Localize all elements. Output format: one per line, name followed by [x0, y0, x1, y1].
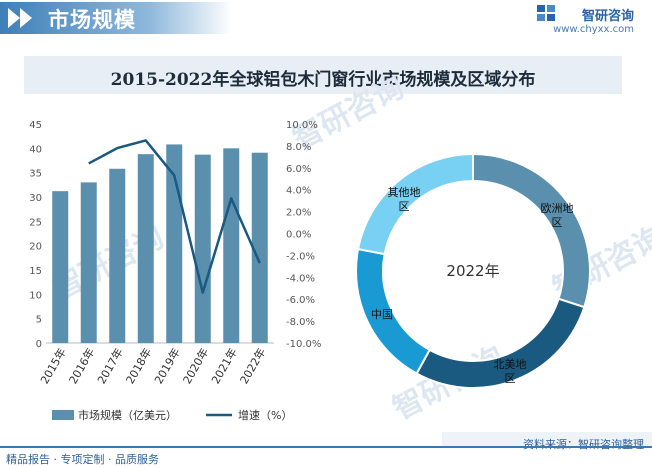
- right-axis-tick: -8.0%: [286, 317, 315, 328]
- x-axis-tick: 2016年: [66, 346, 98, 387]
- x-axis-tick: 2019年: [151, 346, 183, 387]
- bar: [52, 191, 69, 343]
- bar: [137, 154, 154, 343]
- brand-name: 智研咨询: [581, 9, 634, 24]
- x-axis-tick: 2017年: [94, 346, 126, 387]
- right-axis-tick: 6.0%: [286, 164, 311, 175]
- header-accent: [0, 2, 232, 34]
- bar: [251, 152, 268, 343]
- chevron-icon: [20, 8, 32, 28]
- donut-slice: [415, 297, 586, 389]
- donut-center-label: 2022年: [446, 262, 499, 280]
- left-axis-tick: 15: [29, 266, 42, 277]
- donut-slice: [472, 152, 591, 309]
- bar: [194, 154, 211, 343]
- right-axis-tick: -2.0%: [286, 251, 315, 262]
- donut-slice-label: 欧洲地区: [541, 202, 574, 229]
- chart-title-box: 2015-2022年全球铝包木门窗行业市场规模及区域分布: [24, 56, 622, 94]
- legend-bar-label: 市场规模（亿美元）: [78, 408, 177, 422]
- right-axis-tick: 0.0%: [286, 230, 311, 241]
- chevron-icon: [8, 8, 20, 28]
- brand-logo-icon: [537, 5, 555, 21]
- left-axis-tick: 20: [29, 242, 42, 253]
- growth-line: [88, 139, 261, 294]
- source-note: 资料来源：智研咨询整理: [523, 438, 644, 451]
- donut-slice-label: 中国: [371, 308, 393, 321]
- right-axis-tick: -4.0%: [286, 273, 315, 284]
- bar: [223, 148, 240, 343]
- right-axis-tick: -6.0%: [286, 295, 315, 306]
- left-axis-tick: 0: [36, 339, 42, 350]
- left-axis-tick: 10: [29, 290, 42, 301]
- x-axis-tick: 2021年: [208, 346, 240, 387]
- legend-line-label: 增速（%）: [238, 408, 292, 422]
- source-band: [442, 432, 652, 446]
- right-axis-tick: 2.0%: [286, 208, 311, 219]
- left-axis-tick: 30: [29, 193, 42, 204]
- donut-slice-label: 北美地区: [494, 358, 527, 385]
- bar: [109, 168, 126, 343]
- x-axis-tick: 2020年: [180, 346, 212, 387]
- right-axis-tick: 4.0%: [286, 186, 311, 197]
- footer-slogan: 精品报告 · 专项定制 · 品质服务: [6, 453, 159, 466]
- bar: [80, 182, 97, 343]
- footer-divider: [0, 446, 652, 448]
- left-axis-tick: 5: [36, 315, 42, 326]
- left-axis-tick: 25: [29, 217, 42, 228]
- donut-slice-label: 其他地区: [388, 186, 421, 213]
- section-title: 市场规模: [48, 8, 136, 32]
- x-axis-tick: 2018年: [123, 346, 155, 387]
- left-axis-tick: 45: [29, 120, 42, 131]
- brand-url: www.chyxx.com: [553, 24, 634, 35]
- right-axis-tick: 10.0%: [286, 120, 318, 131]
- x-axis-tick: 2015年: [37, 346, 69, 387]
- header-bar: 市场规模 智研咨询 www.chyxx.com: [0, 0, 652, 38]
- left-axis-tick: 35: [29, 169, 42, 180]
- chart-title: 2015-2022年全球铝包木门窗行业市场规模及区域分布: [110, 70, 536, 90]
- donut-slice: [356, 152, 474, 256]
- left-axis-tick: 40: [29, 144, 42, 155]
- legend-bar-swatch: [52, 410, 74, 420]
- x-axis-tick: 2022年: [237, 346, 269, 387]
- right-axis-tick: -10.0%: [286, 339, 321, 350]
- right-axis-tick: 8.0%: [286, 142, 311, 153]
